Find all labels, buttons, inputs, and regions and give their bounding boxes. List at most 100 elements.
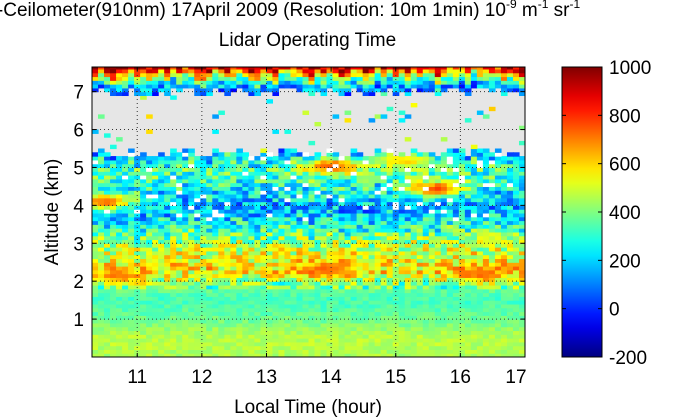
heatmap-cell: [140, 152, 147, 157]
heatmap-cell: [128, 212, 135, 218]
heatmap-cell: [218, 307, 225, 313]
heatmap-cell: [452, 326, 460, 332]
heatmap-cell: [518, 269, 525, 275]
heatmap-cell: [122, 353, 129, 357]
heatmap-cell: [332, 163, 340, 169]
heatmap-cell: [188, 284, 195, 290]
heatmap-cell: [422, 258, 430, 263]
heatmap-cell: [98, 152, 105, 157]
heatmap-cell: [110, 186, 117, 191]
heatmap-cell: [218, 326, 225, 332]
heatmap-cell: [368, 307, 376, 313]
heatmap-cell: [236, 239, 243, 244]
heatmap-cell: [326, 322, 334, 328]
heatmap-cell: [434, 326, 442, 332]
heatmap-cell: [314, 341, 322, 347]
heatmap-cell: [230, 303, 237, 309]
heatmap-cell: [470, 338, 478, 343]
heatmap-cell: [332, 296, 340, 301]
heatmap-cell: [116, 159, 123, 165]
heatmap-cell: [140, 159, 147, 165]
heatmap-cell: [140, 197, 147, 203]
heatmap-cell: [416, 315, 424, 320]
heatmap-cell: [362, 266, 370, 271]
heatmap-cell: [338, 178, 346, 184]
heatmap-cell: [362, 326, 370, 332]
heatmap-cell: [338, 220, 346, 225]
heatmap-cell: [152, 171, 159, 176]
heatmap-cell: [422, 266, 430, 271]
heatmap-cell: [284, 148, 292, 153]
heatmap-cell: [362, 76, 370, 81]
heatmap-cell: [338, 76, 346, 81]
heatmap-cell: [410, 266, 418, 271]
heatmap-cell: [254, 262, 261, 267]
heatmap-cell: [230, 243, 237, 248]
heatmap-cell: [182, 190, 189, 195]
heatmap-cell: [380, 353, 388, 357]
heatmap-cell: [374, 197, 382, 203]
heatmap-cell: [446, 254, 454, 260]
heatmap-cell: [266, 224, 274, 229]
heatmap-cell: [350, 345, 358, 350]
heatmap-cell: [488, 258, 496, 263]
heatmap-cell: [170, 224, 177, 229]
heatmap-cell: [206, 269, 213, 275]
heatmap-cell: [434, 186, 442, 191]
heatmap-cell: [392, 84, 400, 89]
heatmap-cell: [380, 341, 388, 347]
heatmap-cell: [422, 288, 430, 294]
heatmap-cell: [260, 269, 267, 275]
heatmap-cell: [260, 220, 267, 225]
heatmap-cell: [416, 281, 424, 286]
heatmap-cell: [440, 84, 448, 89]
heatmap-cell: [374, 152, 382, 157]
heatmap-cell: [518, 281, 525, 286]
heatmap-cell: [104, 262, 111, 267]
heatmap-cell: [224, 201, 231, 206]
heatmap-cell: [440, 300, 448, 305]
heatmap-cell: [350, 277, 358, 282]
heatmap-cell: [356, 216, 364, 222]
heatmap-cell: [314, 296, 322, 301]
heatmap-cell: [380, 322, 388, 328]
heatmap-cell: [206, 334, 213, 339]
heatmap-cell: [386, 322, 394, 328]
heatmap-cell: [506, 266, 514, 271]
heatmap-cell: [206, 224, 213, 229]
heatmap-cell: [476, 288, 484, 294]
heatmap-cell: [134, 235, 141, 241]
heatmap-cell: [224, 216, 231, 222]
heatmap-cell: [254, 212, 261, 218]
heatmap-cell: [410, 156, 418, 161]
heatmap-cell: [224, 303, 231, 309]
heatmap-cell: [98, 273, 105, 278]
heatmap-cell: [188, 182, 195, 187]
heatmap-cell: [458, 262, 466, 267]
heatmap-cell: [320, 72, 328, 78]
heatmap-cell: [380, 243, 388, 248]
heatmap-cell: [494, 269, 502, 275]
heatmap-cell: [368, 193, 376, 199]
heatmap-cell: [98, 68, 105, 74]
heatmap-cell: [128, 201, 135, 206]
heatmap-cell: [440, 319, 448, 324]
heatmap-cell: [224, 277, 231, 282]
heatmap-cell: [356, 186, 364, 191]
heatmap-cell: [452, 239, 460, 244]
heatmap-cell: [116, 67, 123, 70]
heatmap-cell: [290, 326, 298, 332]
heatmap-cell: [398, 292, 406, 297]
heatmap-cell: [302, 171, 310, 176]
heatmap-cell: [200, 250, 207, 256]
heatmap-cell: [332, 201, 340, 206]
heatmap-cell: [122, 156, 129, 161]
heatmap-cell: [176, 231, 183, 237]
heatmap-cell: [452, 254, 460, 260]
heatmap-cell: [290, 319, 298, 324]
heatmap-cell: [308, 311, 316, 316]
heatmap-cell: [452, 68, 460, 74]
heatmap-cell: [494, 284, 502, 290]
heatmap-cell: [362, 315, 370, 320]
heatmap-cell: [476, 148, 484, 153]
